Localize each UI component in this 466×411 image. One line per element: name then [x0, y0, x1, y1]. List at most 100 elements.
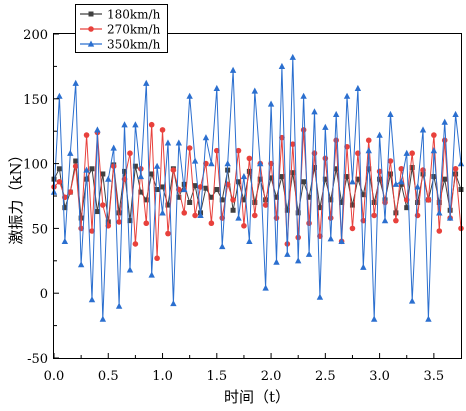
legend-entry: 180km/h [80, 8, 161, 22]
marker-triangle [257, 160, 264, 167]
marker-square [208, 194, 214, 200]
marker-square [301, 179, 307, 185]
marker-triangle [186, 92, 193, 99]
marker-circle [262, 202, 269, 208]
marker-square [349, 202, 355, 208]
marker-square [284, 207, 290, 213]
y-tick-label: 100 [23, 158, 48, 173]
marker-triangle [229, 66, 237, 73]
marker-square [436, 199, 442, 205]
marker-circle [116, 219, 122, 225]
marker-square [317, 205, 323, 211]
marker-square [187, 199, 193, 205]
marker-circle [425, 197, 432, 203]
marker-square [56, 166, 62, 172]
marker-triangle [436, 209, 443, 216]
marker-triangle [126, 266, 134, 273]
series-270km/h [51, 121, 464, 262]
marker-circle [110, 163, 117, 169]
marker-triangle [349, 178, 356, 185]
marker-circle [289, 141, 296, 147]
marker-triangle [153, 162, 161, 169]
marker-square [252, 199, 258, 205]
marker-triangle [175, 139, 183, 146]
marker-square [355, 176, 361, 182]
marker-square [306, 194, 312, 200]
marker-square [203, 185, 209, 191]
marker-triangle [61, 237, 69, 244]
marker-triangle [224, 160, 231, 167]
marker-circle [431, 132, 437, 138]
marker-square [89, 166, 95, 172]
marker-triangle [170, 300, 177, 307]
marker-square [230, 207, 236, 213]
x-tick-label: 2.5 [315, 369, 336, 384]
x-axis-title: 时间（t） [224, 388, 290, 406]
series-180km/h [51, 158, 464, 225]
marker-square [431, 174, 437, 180]
marker-triangle [360, 263, 367, 270]
marker-triangle [219, 243, 226, 250]
marker-circle [88, 26, 94, 32]
marker-triangle [419, 126, 427, 133]
marker-square [339, 199, 345, 205]
marker-triangle [262, 284, 269, 291]
marker-square [344, 174, 350, 180]
marker-triangle [392, 180, 400, 187]
marker-triangle [115, 302, 123, 309]
marker-triangle [305, 250, 313, 257]
marker-circle [100, 202, 106, 208]
x-tick-label: 3.0 [369, 369, 390, 384]
marker-triangle [316, 293, 324, 300]
marker-circle [127, 150, 133, 157]
marker-circle [132, 241, 139, 247]
marker-triangle [338, 237, 345, 244]
marker-triangle [295, 257, 302, 264]
marker-circle [154, 255, 160, 262]
marker-triangle [300, 92, 307, 99]
marker-square [214, 187, 220, 193]
x-tick-label: 0.5 [98, 369, 119, 384]
marker-triangle [414, 183, 421, 190]
marker-triangle [365, 147, 372, 154]
marker-square [263, 197, 269, 203]
marker-square [192, 183, 198, 189]
marker-square [122, 168, 128, 174]
marker-circle [279, 134, 285, 141]
marker-square [404, 205, 410, 211]
marker-triangle [387, 110, 394, 117]
series-layer [50, 53, 465, 322]
marker-triangle [132, 121, 139, 128]
marker-circle [251, 212, 258, 219]
marker-circle [409, 150, 415, 157]
marker-circle [170, 167, 177, 173]
y-tick-label: 50 [31, 222, 48, 237]
marker-circle [208, 220, 215, 227]
marker-triangle [72, 79, 79, 86]
marker-circle [398, 165, 405, 172]
marker-square [132, 163, 138, 169]
marker-square [143, 197, 149, 203]
marker-triangle [121, 121, 128, 128]
marker-triangle [354, 84, 362, 92]
marker-circle [143, 220, 150, 227]
marker-triangle [83, 166, 90, 173]
marker-square [295, 210, 301, 216]
marker-circle [235, 147, 242, 154]
marker-circle [436, 228, 443, 234]
marker-circle [67, 189, 74, 195]
marker-circle [214, 147, 220, 154]
marker-triangle [376, 131, 383, 138]
marker-square [366, 166, 372, 172]
marker-triangle [446, 214, 454, 221]
marker-circle [306, 220, 312, 227]
x-tick-label: 1.5 [206, 369, 227, 384]
marker-square [371, 199, 377, 205]
marker-triangle [213, 84, 220, 92]
marker-triangle [110, 144, 117, 151]
marker-triangle [452, 110, 459, 117]
marker-triangle [235, 214, 242, 221]
marker-circle [387, 158, 394, 164]
marker-square [322, 176, 328, 182]
